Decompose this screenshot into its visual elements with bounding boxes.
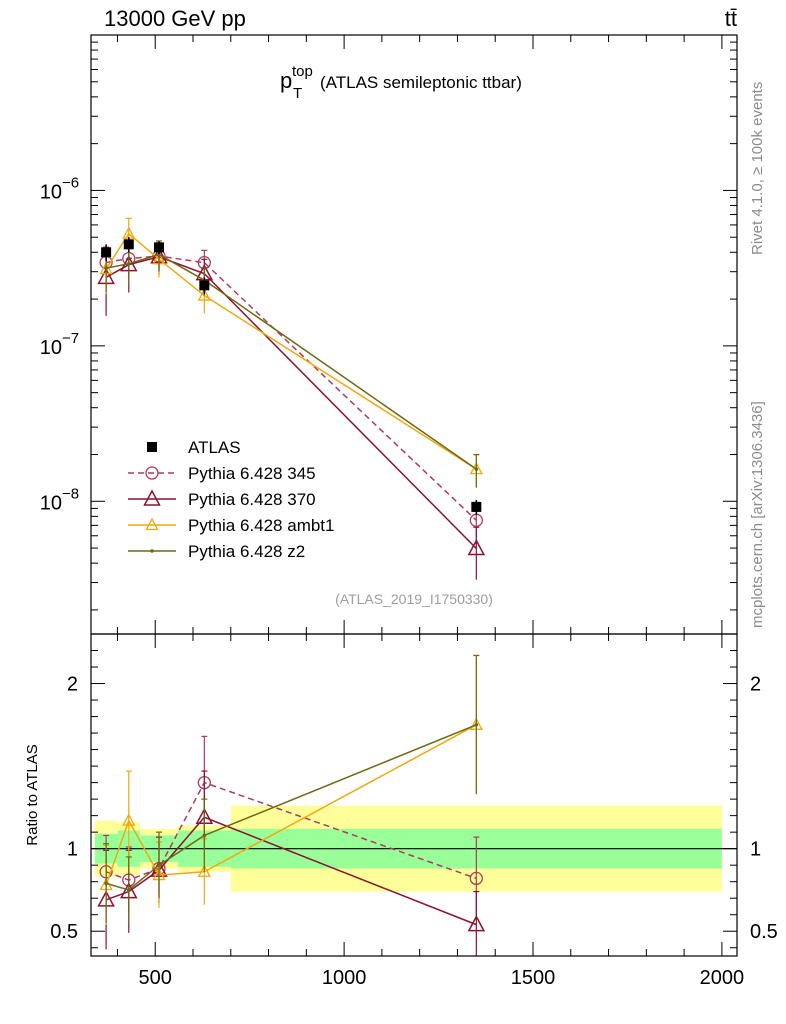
ratio-y-tick-label: 1 xyxy=(67,839,78,861)
series-ratio-point xyxy=(122,813,136,826)
ratio-y-tick-label-right: 0.5 xyxy=(750,921,778,943)
series-ratio-point xyxy=(467,915,486,932)
legend-label: Pythia 6.428 370 xyxy=(188,490,316,509)
series-ratio-point xyxy=(157,863,161,867)
legend-label: Pythia 6.428 z2 xyxy=(188,542,305,561)
series-line xyxy=(105,232,477,470)
title-suffix: (ATLAS semileptonic ttbar) xyxy=(320,73,522,92)
ratio-y-tick-label-right: 2 xyxy=(750,674,761,696)
legend-label: Pythia 6.428 ambt1 xyxy=(188,516,334,535)
series-ratio-point xyxy=(469,871,483,886)
title-superscript: top xyxy=(292,63,313,80)
legend-marker xyxy=(143,489,161,506)
ratio-y-tick-label: 0.5 xyxy=(50,921,78,943)
legend-marker xyxy=(145,466,159,480)
series-point xyxy=(467,538,486,556)
data-point xyxy=(199,280,210,291)
series-ratio-point xyxy=(474,723,479,727)
data-point xyxy=(471,501,482,512)
series-point xyxy=(104,266,108,270)
y-tick-base: 10 xyxy=(40,181,62,203)
series-ratio-point xyxy=(104,881,108,886)
y-tick-base: 10 xyxy=(40,492,62,514)
ratio-ylabel: Ratio to ATLAS xyxy=(24,744,41,845)
ratio-panel: 500 1000 1500 2000 0.5 0.5 1 1 2 2 xyxy=(50,620,778,989)
series-point xyxy=(126,261,131,266)
y-tick-exponent: −7 xyxy=(62,330,79,347)
main-panel: 10−610−710−8 xyxy=(40,34,737,611)
series-point xyxy=(157,252,161,257)
y-tick-exponent: −8 xyxy=(62,485,79,502)
x-tick-label: 2000 xyxy=(700,967,745,989)
series-point xyxy=(474,467,479,471)
mcplots-label: mcplots.cern.ch [arXiv:1306.3436] xyxy=(749,401,766,628)
title-subscript: T xyxy=(293,85,302,102)
y-tick-label: 10 xyxy=(40,492,62,514)
ratio-y-tick-label: 2 xyxy=(67,674,78,696)
legend-label: Pythia 6.428 345 xyxy=(188,464,316,483)
legend-marker xyxy=(150,549,154,553)
data-point xyxy=(123,239,134,250)
plot-title: p top T (ATLAS semileptonic ttbar) xyxy=(280,63,522,102)
process-label: tt̄ xyxy=(725,6,737,31)
x-tick-label: 500 xyxy=(139,967,172,989)
reference-label: (ATLAS_2019_I1750330) xyxy=(335,591,493,607)
legend: ATLAS Pythia 6.428 345 Pythia 6.428 370 Pyt… xyxy=(128,438,334,561)
y-tick-label: 10 xyxy=(40,181,62,203)
y-tick-exponent: −6 xyxy=(62,174,79,191)
y-tick-label: 10 xyxy=(40,337,62,359)
series-ratio-point xyxy=(202,833,207,838)
ratio-y-tick-label-right: 1 xyxy=(750,839,761,861)
data-point xyxy=(101,247,112,258)
series-ratio-point xyxy=(197,864,211,877)
series-point xyxy=(197,288,211,301)
y-tick-base: 10 xyxy=(40,337,62,359)
rivet-label: Rivet 4.1.0, ≥ 100k events xyxy=(749,82,766,255)
data-point xyxy=(154,242,164,253)
ratio-frame xyxy=(90,633,738,957)
legend-label-data: ATLAS xyxy=(188,438,241,457)
energy-label: 13000 GeV pp xyxy=(104,6,246,31)
series-ratio-point xyxy=(126,888,131,892)
x-tick-label: 1500 xyxy=(511,967,556,989)
title-main: p xyxy=(280,68,292,93)
legend-marker xyxy=(145,517,159,531)
x-tick-label: 1000 xyxy=(322,967,367,989)
legend-marker-data xyxy=(147,442,157,452)
